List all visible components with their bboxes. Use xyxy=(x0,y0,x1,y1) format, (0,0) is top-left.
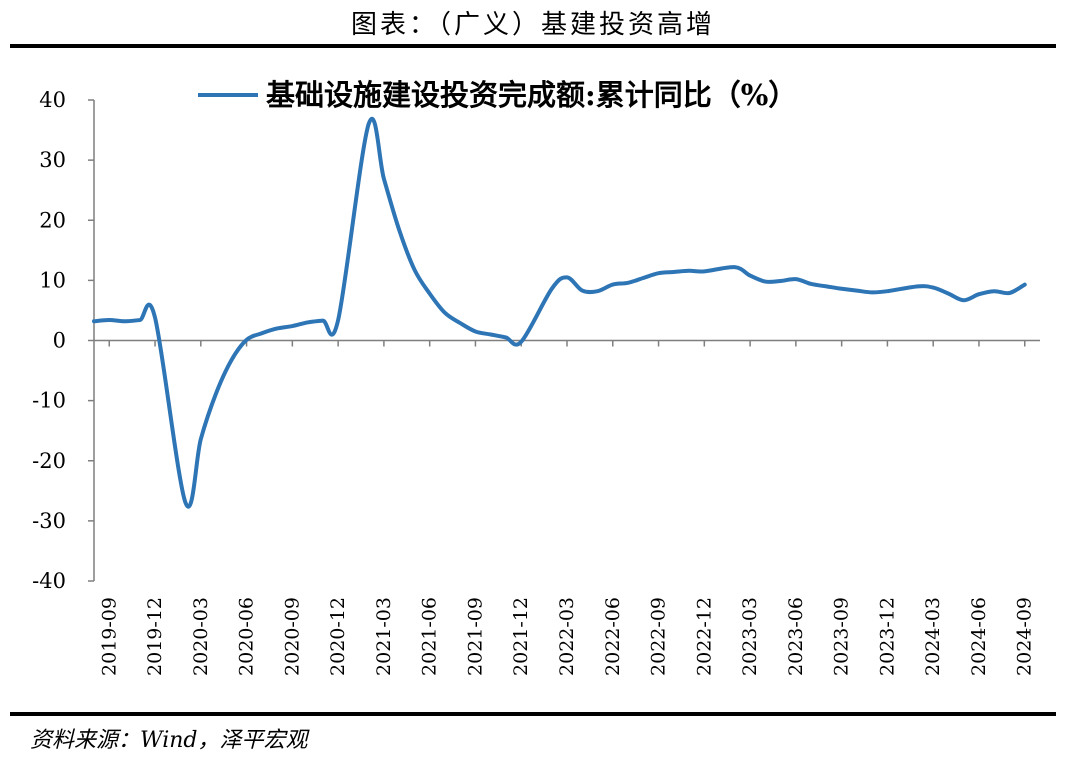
x-tick-label: 2022-12 xyxy=(693,597,715,676)
x-tick-label: 2020-09 xyxy=(281,597,303,676)
x-tick-label: 2022-03 xyxy=(556,597,578,676)
top-divider xyxy=(10,44,1056,48)
x-tick-label: 2024-09 xyxy=(1014,597,1036,676)
y-tick-label: 0 xyxy=(53,329,66,353)
y-tick-label: -10 xyxy=(32,389,66,413)
x-tick-label: 2019-12 xyxy=(144,597,166,676)
x-tick-label: 2023-03 xyxy=(739,597,761,676)
x-tick-label: 2023-06 xyxy=(785,597,807,676)
x-tick-label: 2020-12 xyxy=(327,597,349,676)
x-tick-label: 2024-03 xyxy=(922,597,944,676)
x-tick-label: 2023-12 xyxy=(876,597,898,676)
x-tick-label: 2022-06 xyxy=(602,597,624,676)
line-chart: 40 30 20 10 0 -10 -20 -30 -40 2019-09 2019-12 2020-… xyxy=(32,78,1040,676)
x-tick-label: 2023-09 xyxy=(831,597,853,676)
y-tick-label: -30 xyxy=(32,509,66,533)
series-line xyxy=(92,116,1027,509)
x-tick-label: 2022-09 xyxy=(648,597,670,676)
x-tick-label: 2020-06 xyxy=(236,597,258,676)
y-tick-label: -20 xyxy=(32,449,66,473)
x-tick-label: 2021-03 xyxy=(373,597,395,676)
x-tick-label: 2021-09 xyxy=(464,597,486,676)
y-tick-label: -40 xyxy=(32,569,66,593)
source-note: 资料来源：Wind，泽平宏观 xyxy=(30,728,308,753)
y-tick-label: 30 xyxy=(39,148,66,172)
y-tick-label: 40 xyxy=(39,88,66,112)
x-tick-label: 2020-03 xyxy=(190,597,212,676)
y-tick-label: 20 xyxy=(39,208,66,232)
y-tick-label: 10 xyxy=(39,268,66,292)
x-tick-label: 2021-12 xyxy=(510,597,532,676)
x-tick-label: 2019-09 xyxy=(98,597,120,676)
legend-label: 基础设施建设投资完成额:累计同比（%） xyxy=(266,78,797,112)
bottom-divider xyxy=(10,712,1056,716)
page-title: 图表：（广义）基建投资高增 xyxy=(350,10,715,40)
x-tick-label: 2021-06 xyxy=(419,597,441,676)
x-tick-label: 2024-06 xyxy=(968,597,990,676)
